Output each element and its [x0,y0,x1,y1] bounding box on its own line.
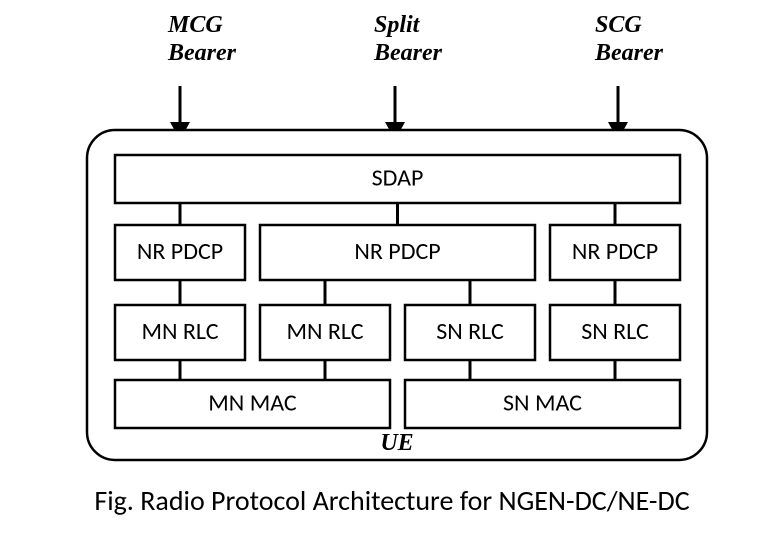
label-mac-mn: MN MAC [208,389,297,418]
diagram-root: MCG Bearer Split Bearer SCG Bearer SDAP … [0,0,784,543]
label-pdcp-right: NR PDCP [572,237,658,266]
label-scg-line1: SCG [595,12,642,38]
label-pdcp-left: NR PDCP [137,237,223,266]
label-mac-sn: SN MAC [503,389,582,418]
label-pdcp-mid: NR PDCP [354,237,440,266]
label-rlc-sn-left: SN RLC [436,317,504,346]
label-split-line2: Bearer [373,40,443,66]
label-rlc-mn-left: MN RLC [141,317,218,346]
label-sdap: SDAP [372,164,424,193]
label-panel-ue: UE [380,430,413,456]
label-split-line1: Split [374,12,421,38]
label-mcg-line1: MCG [167,12,223,38]
label-rlc-mn-right: MN RLC [286,317,363,346]
label-scg-line2: Bearer [594,40,664,66]
figure-caption: Fig. Radio Protocol Architecture for NGE… [94,483,689,518]
label-rlc-sn-right: SN RLC [581,317,649,346]
diagram-svg: MCG Bearer Split Bearer SCG Bearer SDAP … [0,0,784,543]
bearer-labels: MCG Bearer Split Bearer SCG Bearer [167,12,664,66]
label-mcg-line2: Bearer [167,40,237,66]
